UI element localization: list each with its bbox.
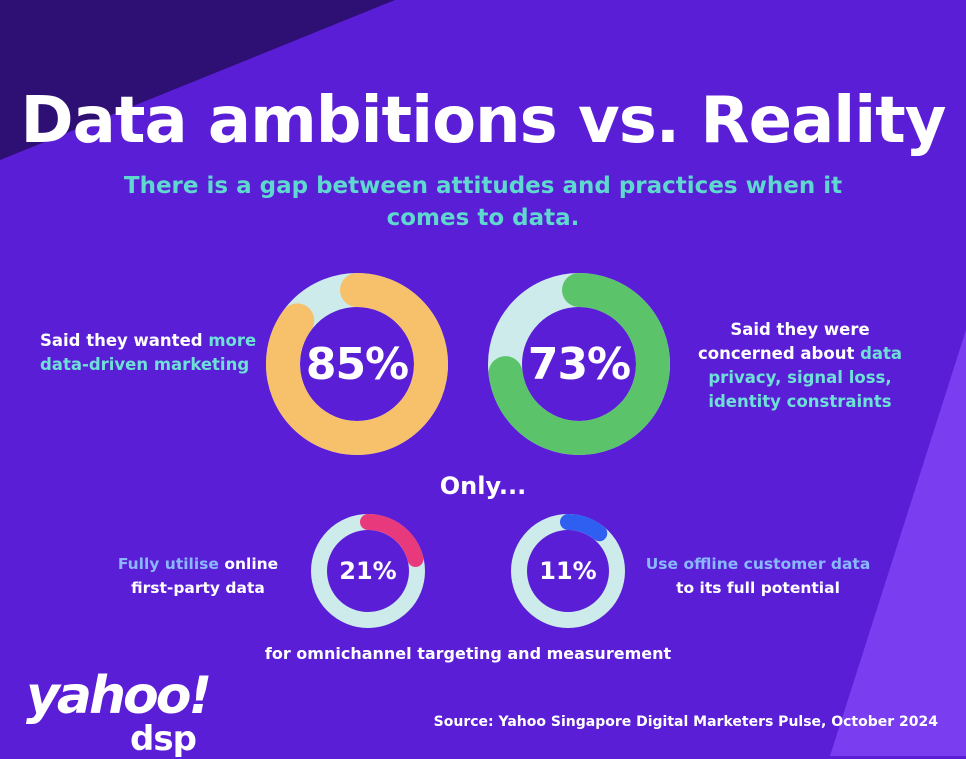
caption-text: online first-party data xyxy=(131,555,279,597)
logo-brand: yahoo! xyxy=(26,666,212,726)
donut-value-arc xyxy=(311,514,425,628)
caption-85: Said they wanted more data-driven market… xyxy=(40,329,260,377)
donut-percent-label: 85% xyxy=(305,338,409,390)
donut-85: 85% xyxy=(266,273,448,455)
caption-text: Said they were concerned about xyxy=(697,320,870,363)
page-title: Data ambitions vs. Reality xyxy=(20,84,947,158)
donut-value-arc xyxy=(511,514,625,628)
only-label: Only... xyxy=(439,472,527,500)
caption-11: Use offline customer data to its full po… xyxy=(638,552,878,600)
logo-sub: dsp xyxy=(130,719,197,759)
caption-text: to its full potential xyxy=(676,579,840,597)
donut-21: 21% xyxy=(310,513,426,629)
caption-highlight: Fully utilise xyxy=(117,555,219,573)
caption-highlight: more data-driven marketing xyxy=(40,331,257,374)
donut-value-arc xyxy=(266,273,448,455)
caption-highlight: data privacy, signal loss, identity cons… xyxy=(708,344,903,411)
donut-percent-label: 21% xyxy=(339,557,397,585)
caption-text: Said they wanted xyxy=(40,331,209,350)
source-note: Source: Yahoo Singapore Digital Marketer… xyxy=(433,714,938,730)
bottom-note: for omnichannel targeting and measuremen… xyxy=(264,644,672,663)
donut-percent-label: 73% xyxy=(527,338,631,390)
caption-21: Fully utilise online first-party data xyxy=(98,552,298,600)
donut-73: 73% xyxy=(488,273,670,455)
donut-value-arc xyxy=(488,273,670,455)
caption-highlight: Use offline customer data xyxy=(645,555,871,573)
donut-11: 11% xyxy=(510,513,626,629)
yahoo-dsp-logo: yahoo! dsp xyxy=(26,666,212,759)
caption-73: Said they were concerned about data priv… xyxy=(690,318,910,414)
page-subtitle: There is a gap between attitudes and pra… xyxy=(123,173,843,231)
donut-percent-label: 11% xyxy=(539,557,597,585)
